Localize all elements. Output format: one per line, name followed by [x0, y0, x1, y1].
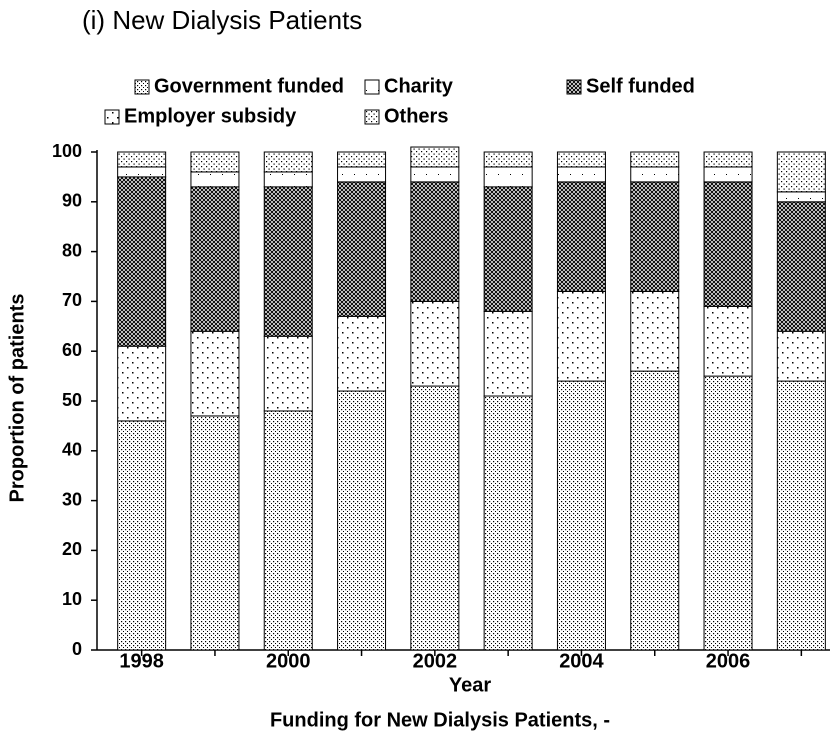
bar-segment: [263, 151, 313, 173]
bar-segment: [190, 171, 240, 188]
bar-segment: [776, 191, 826, 203]
bar-segment: [556, 181, 606, 292]
legend-label: Others: [384, 105, 448, 127]
bar-segment: [190, 330, 240, 417]
bar-segment: [337, 166, 387, 183]
bar-segment: [410, 385, 460, 651]
bar-segment: [556, 290, 606, 382]
bar-segment: [630, 290, 680, 372]
bar-segment: [630, 370, 680, 651]
y-tick-label: 40: [62, 440, 82, 460]
legend-label: Self funded: [586, 75, 695, 97]
legend-swatch: [364, 79, 380, 95]
bar-segment: [703, 151, 753, 168]
y-tick-label: 20: [62, 539, 82, 559]
bar-segment: [703, 181, 753, 307]
bar-segment: [556, 166, 606, 183]
legend-label: Charity: [384, 75, 454, 97]
bar-segment: [190, 186, 240, 332]
legend-swatch: [134, 79, 150, 95]
legend-swatch: [104, 109, 120, 125]
bar-segment: [410, 181, 460, 302]
bar-segment: [776, 380, 826, 651]
x-tick-label: 2002: [413, 650, 458, 672]
bar-segment: [337, 151, 387, 168]
bar-segment: [337, 181, 387, 317]
bar-segment: [630, 166, 680, 183]
bar-segment: [117, 420, 167, 651]
x-axis-label: Year: [449, 674, 491, 696]
bar-segment: [703, 305, 753, 377]
bar-segment: [556, 151, 606, 168]
bar-segment: [117, 345, 167, 422]
bar-segment: [263, 410, 313, 651]
bar-segment: [117, 176, 167, 347]
chart-title: (i) New Dialysis Patients: [82, 5, 362, 35]
x-tick-label: 2004: [559, 650, 604, 672]
bar-segment: [556, 380, 606, 651]
bar-segment: [410, 146, 460, 168]
legend-swatch: [364, 109, 380, 125]
bar-segment: [630, 181, 680, 292]
caption: Funding for New Dialysis Patients, -: [270, 709, 610, 731]
legend-label: Employer subsidy: [124, 105, 297, 127]
bar-segment: [117, 151, 167, 168]
bar-segment: [776, 151, 826, 193]
bar-segment: [337, 315, 387, 392]
bar-segment: [630, 151, 680, 168]
bar-segment: [776, 201, 826, 332]
bar-segment: [190, 415, 240, 651]
legend-label: Government funded: [154, 75, 344, 97]
bar-segment: [483, 395, 533, 651]
y-tick-label: 30: [62, 489, 82, 509]
bar-segment: [337, 390, 387, 651]
bar-segment: [410, 300, 460, 387]
y-tick-label: 90: [62, 191, 82, 211]
x-tick-label: 2000: [266, 650, 311, 672]
bar-segment: [703, 166, 753, 183]
x-tick-label: 1998: [119, 650, 164, 672]
y-tick-label: 100: [52, 141, 82, 161]
bar-segment: [483, 151, 533, 168]
y-axis-label: Proportion of patients: [6, 294, 28, 503]
bar-segment: [190, 151, 240, 173]
bar-segment: [410, 166, 460, 183]
bar-segment: [263, 335, 313, 412]
bar-segment: [703, 375, 753, 651]
y-tick-label: 0: [72, 639, 82, 659]
y-tick-label: 60: [62, 340, 82, 360]
y-tick-label: 80: [62, 240, 82, 260]
y-tick-label: 10: [62, 589, 82, 609]
bar-segment: [263, 186, 313, 337]
bar-segment: [776, 330, 826, 382]
x-tick-label: 2006: [706, 650, 751, 672]
bar-segment: [117, 166, 167, 178]
bar-segment: [483, 310, 533, 397]
y-tick-label: 50: [62, 390, 82, 410]
y-tick-label: 70: [62, 290, 82, 310]
bar-segment: [483, 186, 533, 312]
bar-segment: [263, 171, 313, 188]
legend-swatch: [566, 79, 582, 95]
bar-segment: [483, 166, 533, 188]
